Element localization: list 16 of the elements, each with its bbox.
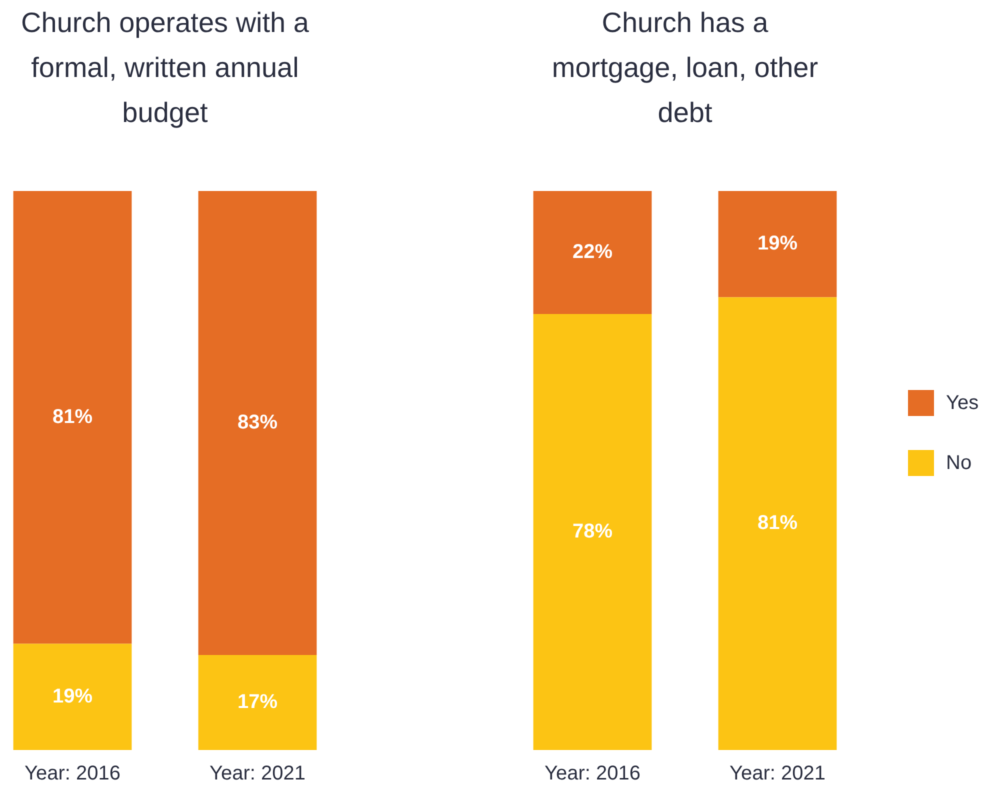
data-label: 81%	[52, 406, 93, 428]
x-tick-label: Year: 2016	[544, 762, 641, 785]
data-label: 83%	[237, 412, 278, 434]
data-label: 17%	[237, 691, 278, 713]
chart-title: Church operates with a formal, written annual budget	[20, 6, 310, 130]
data-label: 19%	[757, 232, 798, 255]
x-tick-label: Year: 2021	[729, 762, 826, 785]
data-label: 19%	[52, 685, 93, 708]
data-label: 22%	[572, 241, 613, 264]
data-label: 81%	[757, 512, 798, 534]
x-tick-label: Year: 2021	[209, 762, 306, 785]
data-label: 78%	[572, 520, 613, 543]
x-tick-label: Year: 2016	[24, 762, 121, 785]
legend-label: No	[946, 452, 972, 474]
legend-label: Yes	[946, 392, 979, 414]
chart-title: Church has a mortgage, loan, other debt	[550, 6, 820, 130]
